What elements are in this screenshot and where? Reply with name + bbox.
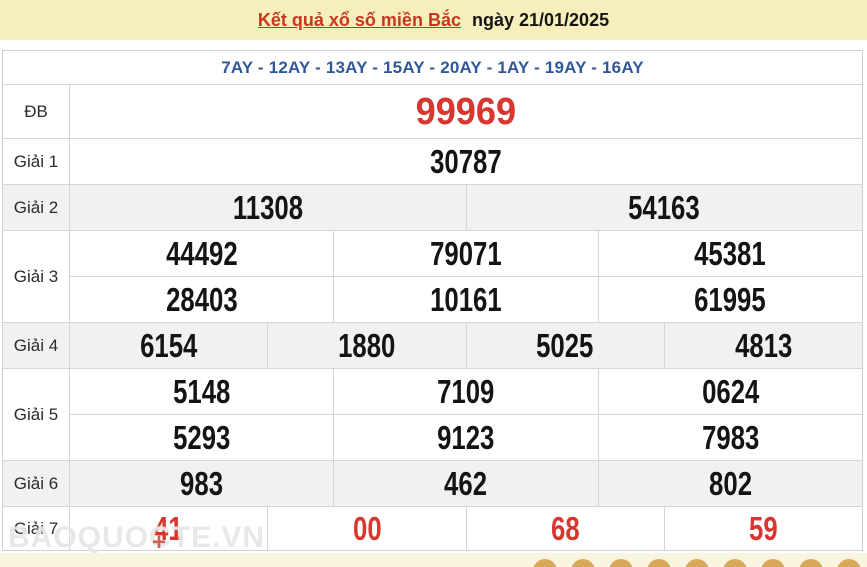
result-number: 6154 xyxy=(139,327,198,364)
prize-g7-cell: 68 xyxy=(465,507,664,550)
prize-g5-cell: 9123 xyxy=(333,415,597,460)
prize-g5-cell: 0624 xyxy=(597,369,862,414)
prize-g7-cell: 59 xyxy=(663,507,862,550)
lotto-ball-icon xyxy=(837,559,861,567)
prize-label-db: ĐB xyxy=(24,101,48,121)
prize-g4-cell: 5025 xyxy=(465,323,664,368)
prize-g6-cell: 983 xyxy=(69,461,333,506)
result-title-link[interactable]: Kết quả xổ số miền Bắc xyxy=(257,9,461,30)
prize-g7-cell: 00 xyxy=(267,507,465,550)
lotto-ball-icon xyxy=(685,559,709,567)
lotto-ball-icon xyxy=(571,559,595,567)
prize-g5-subrow2: 5293 9123 7983 xyxy=(70,414,862,460)
station-codes: 7AY - 12AY - 13AY - 15AY - 20AY - 1AY - … xyxy=(221,57,644,77)
prize-g5-cell: 5293 xyxy=(70,415,333,460)
lotto-ball-icon xyxy=(761,559,785,567)
result-number: 10161 xyxy=(430,281,502,318)
prize-label-g4: Giải 4 xyxy=(13,335,59,355)
lotto-balls-strip xyxy=(0,553,867,567)
result-number: 59 xyxy=(749,510,778,547)
prize-g4-cell: 6154 xyxy=(69,323,267,368)
prize-g3-cell: 45381 xyxy=(597,231,862,276)
prize-g3-grid: 44492 79071 45381 28403 10161 61995 xyxy=(69,231,862,322)
result-number: 30787 xyxy=(430,143,502,180)
lotto-ball-icon xyxy=(609,559,633,567)
result-number-db: 99969 xyxy=(415,90,517,133)
result-number: 1880 xyxy=(338,327,396,364)
prize-g2-cell: 54163 xyxy=(465,185,863,230)
prize-g3-subrow1: 44492 79071 45381 xyxy=(70,231,862,276)
prize-g5-cell: 5148 xyxy=(70,369,333,414)
result-number: 54163 xyxy=(628,189,701,226)
table-row-g4: Giải 4 6154 1880 5025 4813 xyxy=(3,322,862,368)
result-number: 5025 xyxy=(536,327,594,364)
prize-g6-cell: 462 xyxy=(333,461,597,506)
result-number: 9123 xyxy=(437,419,495,456)
prize-label-g1: Giải 1 xyxy=(13,151,59,171)
table-row-g1: Giải 1 30787 xyxy=(3,138,862,184)
lottery-results-table: 7AY - 12AY - 13AY - 15AY - 20AY - 1AY - … xyxy=(2,50,863,551)
prize-g4-cell: 1880 xyxy=(267,323,465,368)
result-number: 802 xyxy=(708,465,752,502)
prize-g1-cell: 30787 xyxy=(69,139,862,184)
prize-g5-cell: 7983 xyxy=(597,415,862,460)
result-number: 41 xyxy=(154,510,183,547)
result-number: 7109 xyxy=(437,373,495,410)
result-number: 0624 xyxy=(701,373,759,410)
prize-g4-cell: 4813 xyxy=(663,323,862,368)
result-number: 68 xyxy=(550,510,580,547)
prize-label-g7: Giải 7 xyxy=(13,518,59,538)
prize-label-g2: Giải 2 xyxy=(13,197,59,217)
result-number: 983 xyxy=(180,465,224,502)
prize-g5-grid: 5148 7109 0624 5293 9123 7983 xyxy=(69,369,862,460)
result-number: 5293 xyxy=(173,419,231,456)
prize-label-g5: Giải 5 xyxy=(13,404,59,424)
result-number: 00 xyxy=(352,510,382,547)
page-header: Kết quả xổ số miền Bắc ngày 21/01/2025 xyxy=(0,0,867,40)
table-row-g2: Giải 2 11308 54163 xyxy=(3,184,862,230)
lotto-ball-icon xyxy=(533,559,557,567)
prize-db-cell: 99969 xyxy=(69,85,862,138)
prize-g5-subrow1: 5148 7109 0624 xyxy=(70,369,862,414)
table-row-g7: Giải 7 41 00 68 59 xyxy=(3,506,862,550)
result-number: 11308 xyxy=(232,189,303,226)
result-number: 61995 xyxy=(694,281,767,318)
prize-g3-cell: 28403 xyxy=(70,277,333,322)
prize-g7-cell: 41 xyxy=(69,507,267,550)
prize-g3-cell: 61995 xyxy=(597,277,862,322)
table-row-g3: Giải 3 44492 79071 45381 28403 10161 619… xyxy=(3,230,862,322)
result-number: 5148 xyxy=(173,373,231,410)
page-title: Kết quả xổ số miền Bắc ngày 21/01/2025 xyxy=(258,10,609,31)
result-number: 44492 xyxy=(165,235,238,272)
result-number: 462 xyxy=(444,465,488,502)
result-number: 28403 xyxy=(165,281,238,318)
prize-g5-cell: 7109 xyxy=(333,369,597,414)
prize-label-g3: Giải 3 xyxy=(13,266,59,286)
result-number: 45381 xyxy=(694,235,767,272)
station-codes-cell: 7AY - 12AY - 13AY - 15AY - 20AY - 1AY - … xyxy=(3,51,862,84)
result-title-date: ngày 21/01/2025 xyxy=(471,9,610,30)
table-row-db: ĐB 99969 xyxy=(3,84,862,138)
lotto-ball-icon xyxy=(723,559,747,567)
table-row-g5: Giải 5 5148 7109 0624 5293 9123 7983 xyxy=(3,368,862,460)
prize-g6-cell: 802 xyxy=(597,461,862,506)
prize-g3-cell: 79071 xyxy=(333,231,597,276)
result-number: 7983 xyxy=(701,419,759,456)
prize-g3-cell: 44492 xyxy=(70,231,333,276)
prize-g3-subrow2: 28403 10161 61995 xyxy=(70,276,862,322)
prize-g2-cell: 11308 xyxy=(69,185,466,230)
prize-label-g6: Giải 6 xyxy=(13,473,59,493)
result-number: 4813 xyxy=(734,327,793,364)
table-row-codes: 7AY - 12AY - 13AY - 15AY - 20AY - 1AY - … xyxy=(3,51,862,84)
lotto-ball-icon xyxy=(799,559,823,567)
result-number: 79071 xyxy=(430,235,502,272)
table-row-g6: Giải 6 983 462 802 xyxy=(3,460,862,506)
lotto-ball-icon xyxy=(647,559,671,567)
prize-g3-cell: 10161 xyxy=(333,277,597,322)
